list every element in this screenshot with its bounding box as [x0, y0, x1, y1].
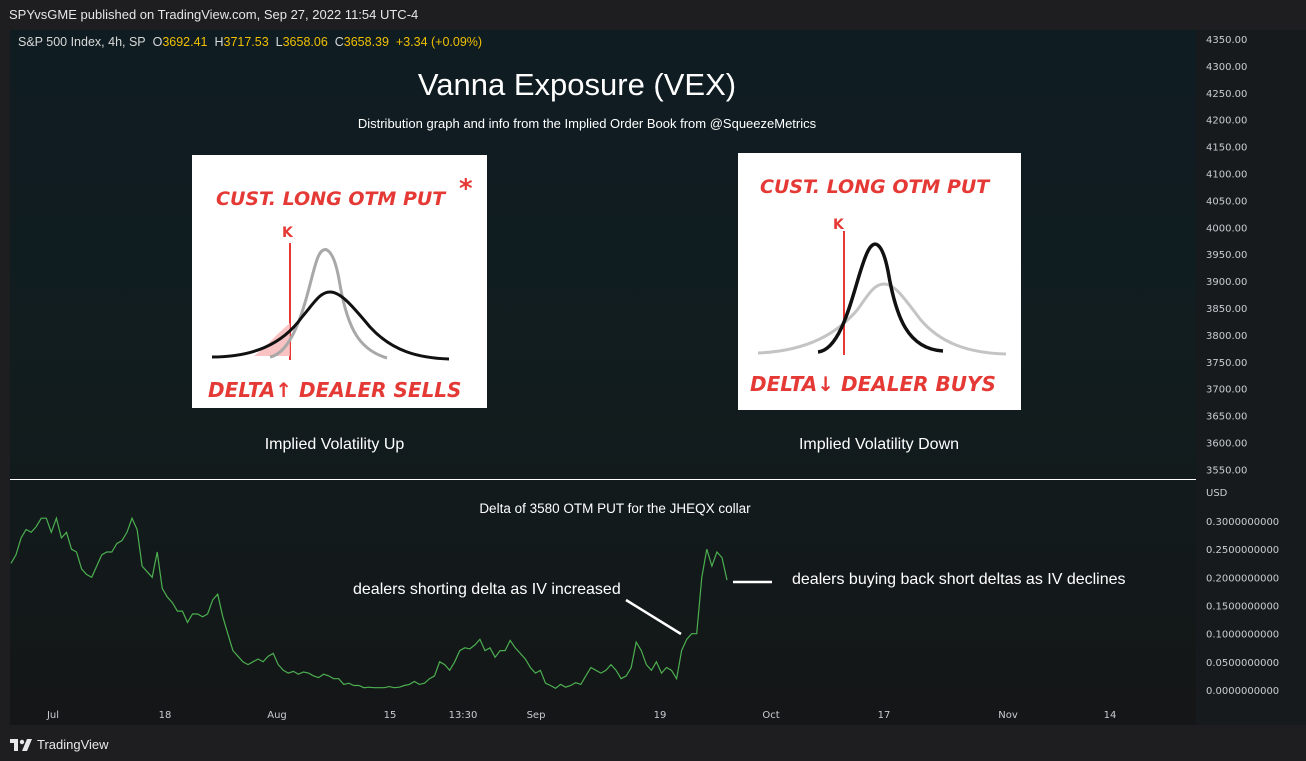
tradingview-brand: TradingView [37, 737, 109, 752]
symbol-name: S&P 500 Index, 4h, SP [18, 35, 146, 49]
iv-down-diagram: CUST. LONG OTM PUT K DELTA↓ DEALER BUYS [738, 153, 1021, 410]
iv-down-low-iv-curve [817, 242, 944, 354]
pane-divider[interactable] [10, 479, 1196, 480]
iv-up-footer: DELTA↑ DEALER SELLS [208, 378, 461, 402]
annotation-shorting: dealers shorting delta as IV increased [353, 581, 621, 598]
open-value: 3692.41 [162, 35, 208, 49]
iv-down-drawing: CUST. LONG OTM PUT K DELTA↓ DEALER BUYS [750, 176, 1007, 396]
overlay-subtitle: Distribution graph and info from the Imp… [357, 116, 817, 131]
iv-up-low-iv-curve [269, 248, 388, 360]
low-label: L [275, 35, 283, 49]
subchart-title: Delta of 3580 OTM PUT for the JHEQX coll… [479, 501, 751, 516]
iv-down-high-iv-curve [757, 282, 1007, 356]
close-value: 3658.39 [343, 35, 389, 49]
iv-up-high-iv-curve [211, 290, 450, 361]
publish-header: SPYvsGME published on TradingView.com, S… [9, 7, 419, 22]
high-value: 3717.53 [223, 35, 269, 49]
low-value: 3658.06 [282, 35, 328, 49]
iv-up-strike-label: K [282, 225, 294, 241]
iv-down-caption: Implied Volatility Down [798, 436, 960, 453]
annotation-buying-back: dealers buying back short deltas as IV d… [792, 571, 1126, 588]
change-value: +3.34 (+0.09%) [395, 35, 483, 49]
iv-down-heading: CUST. LONG OTM PUT [760, 176, 991, 198]
tradingview-logo-icon [10, 738, 32, 751]
iv-up-star: * [459, 174, 473, 204]
iv-up-shaded-tail [254, 323, 290, 356]
iv-down-strike-label: K [833, 217, 845, 233]
open-label: O [152, 35, 163, 49]
overlay-title: Vanna Exposure (VEX) [417, 67, 737, 102]
price-axis[interactable] [1196, 30, 1306, 725]
iv-up-diagram: CUST. LONG OTM PUT * K DELTA↑ DEALER SEL… [192, 155, 487, 408]
iv-up-drawing: CUST. LONG OTM PUT * K DELTA↑ DEALER SEL… [208, 174, 473, 402]
iv-up-caption: Implied Volatility Up [264, 436, 405, 453]
tradingview-logo[interactable]: TradingView [10, 737, 109, 752]
close-label: C [334, 35, 344, 49]
iv-down-footer: DELTA↓ DEALER BUYS [750, 372, 996, 396]
symbol-ohlc-legend: S&P 500 Index, 4h, SP O3692.41 H3717.53 … [18, 35, 482, 49]
high-label: H [214, 35, 224, 49]
iv-up-heading: CUST. LONG OTM PUT [216, 188, 447, 210]
